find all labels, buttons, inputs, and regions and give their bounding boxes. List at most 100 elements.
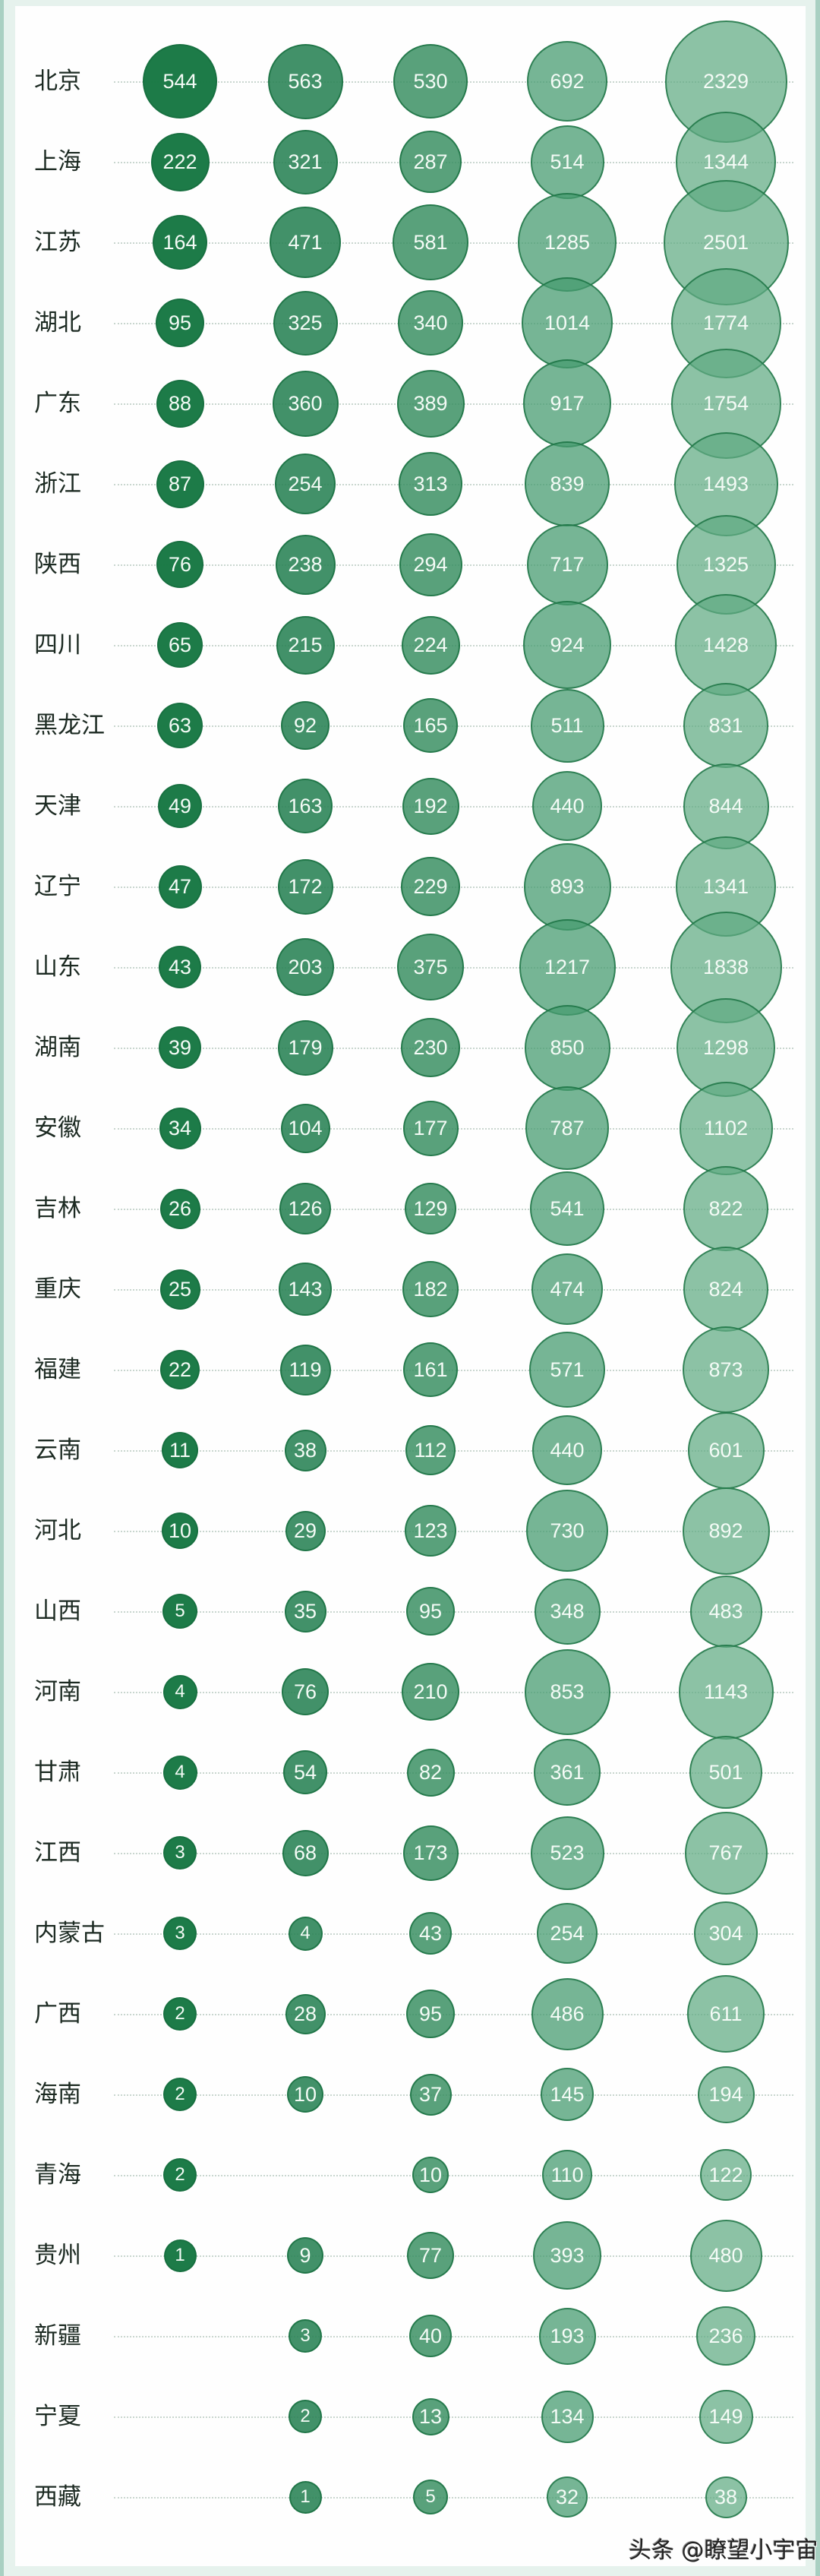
bubble-col-3: 192 xyxy=(402,777,459,835)
bubble-value: 730 xyxy=(550,1519,585,1542)
bubble-col-2: 92 xyxy=(281,701,330,750)
row-label: 山东 xyxy=(34,953,81,981)
bubble-value: 47 xyxy=(168,874,192,898)
bubble-value: 22 xyxy=(168,1358,192,1381)
bubble-value: 222 xyxy=(162,150,197,173)
bubble-value: 360 xyxy=(288,391,323,415)
bubble-col-2: 9 xyxy=(287,2237,323,2274)
bubble-col-5: 38 xyxy=(705,2476,747,2518)
bubble-value: 163 xyxy=(288,794,323,817)
bubble-col-2: 68 xyxy=(282,1829,329,1876)
bubble-col-2: 28 xyxy=(285,1993,326,2034)
bubble-value: 1341 xyxy=(702,874,749,898)
row-label: 陕西 xyxy=(34,551,81,578)
bubble-value: 9 xyxy=(299,2243,311,2267)
bubble-value: 134 xyxy=(550,2404,585,2428)
bubble-col-1: 2 xyxy=(163,2078,197,2111)
bubble-col-1: 2 xyxy=(163,1997,197,2031)
bubble-value: 1344 xyxy=(702,150,749,173)
row-label: 河南 xyxy=(34,1678,81,1705)
bubble-col-3: 313 xyxy=(399,452,462,516)
bubble-value: 10 xyxy=(168,1519,192,1542)
bubble-value: 514 xyxy=(550,150,585,173)
bubble-value: 238 xyxy=(288,552,323,576)
bubble-col-3: 210 xyxy=(402,1663,459,1721)
bubble-value: 2501 xyxy=(702,230,749,254)
bubble-value: 164 xyxy=(162,230,197,254)
bubble-value: 2 xyxy=(300,2406,311,2426)
bubble-value: 76 xyxy=(293,1680,317,1703)
bubble-col-1: 544 xyxy=(143,44,217,119)
bubble-value: 95 xyxy=(418,2002,443,2025)
bubble-col-5: 1298 xyxy=(676,998,775,1097)
bubble-value: 95 xyxy=(418,1599,443,1623)
row-label: 黑龙江 xyxy=(34,712,105,739)
row-label: 四川 xyxy=(34,631,81,659)
bubble-col-5: 767 xyxy=(684,1811,768,1895)
bubble-value: 224 xyxy=(413,633,448,656)
bubble-col-3: 287 xyxy=(399,131,462,193)
bubble-value: 28 xyxy=(293,2002,317,2025)
bubble-col-2: 10 xyxy=(287,2076,323,2113)
bubble-col-5: 501 xyxy=(689,1736,762,1809)
bubble-value: 179 xyxy=(288,1035,323,1059)
bubble-col-2: 29 xyxy=(285,1510,326,1551)
bubble-value: 68 xyxy=(293,1841,317,1864)
bubble-value: 119 xyxy=(289,1358,322,1381)
row-label: 河北 xyxy=(34,1517,81,1544)
bubble-col-3: 37 xyxy=(409,2073,452,2116)
row-label: 上海 xyxy=(34,148,81,175)
bubble-col-3: 230 xyxy=(401,1018,460,1077)
bubble-col-2: 143 xyxy=(279,1263,332,1316)
bubble-value: 1102 xyxy=(703,1116,749,1139)
bubble-col-3: 13 xyxy=(412,2397,449,2435)
bubble-col-2: 325 xyxy=(273,290,338,356)
row-guide-line xyxy=(114,2497,793,2499)
bubble-value: 917 xyxy=(550,391,585,415)
bubble-value: 123 xyxy=(413,1519,448,1542)
row-label: 江西 xyxy=(34,1839,81,1866)
bubble-value: 483 xyxy=(708,1599,743,1623)
bubble-col-5: 824 xyxy=(683,1247,768,1332)
bubble-value: 831 xyxy=(708,713,743,737)
bubble-col-1: 49 xyxy=(158,784,202,828)
bubble-value: 440 xyxy=(550,794,585,817)
bubble-value: 892 xyxy=(708,1519,743,1542)
bubble-value: 254 xyxy=(550,1921,585,1945)
bubble-value: 850 xyxy=(550,1035,585,1059)
row-label: 西藏 xyxy=(34,2483,81,2511)
bubble-col-3: 165 xyxy=(403,698,458,753)
bubble-col-1: 1 xyxy=(163,2239,197,2272)
bubble-col-2: 76 xyxy=(282,1668,329,1715)
bubble-value: 563 xyxy=(288,69,323,93)
bubble-col-1: 88 xyxy=(156,379,204,428)
bubble-value: 173 xyxy=(413,1841,448,1864)
bubble-value: 203 xyxy=(288,955,323,978)
bubble-value: 571 xyxy=(550,1358,585,1381)
bubble-col-3: 95 xyxy=(406,1587,455,1636)
bubble-value: 294 xyxy=(413,552,448,576)
bubble-value: 541 xyxy=(550,1196,585,1220)
row-label: 湖北 xyxy=(34,309,81,337)
bubble-value: 82 xyxy=(418,1760,443,1784)
bubble-value: 172 xyxy=(288,874,323,898)
bubble-col-4: 486 xyxy=(531,1977,604,2050)
bubble-col-2: 104 xyxy=(280,1103,330,1153)
bubble-value: 2 xyxy=(175,2084,185,2104)
bubble-col-4: 850 xyxy=(524,1004,610,1091)
bubble-col-1: 87 xyxy=(156,460,204,508)
bubble-value: 5 xyxy=(175,1601,185,1621)
bubble-col-5: 1428 xyxy=(675,594,777,696)
bubble-col-1: 22 xyxy=(160,1350,200,1389)
frame-right-stripe xyxy=(815,0,820,2576)
bubble-col-2: 563 xyxy=(267,43,343,119)
bubble-value: 145 xyxy=(550,2082,585,2106)
bubble-col-1: 10 xyxy=(162,1512,198,1549)
row-label: 山西 xyxy=(34,1598,81,1625)
bubble-col-4: 787 xyxy=(525,1086,609,1170)
bubble-value: 304 xyxy=(708,1921,743,1945)
bubble-value: 1014 xyxy=(544,311,591,334)
bubble-col-2: 119 xyxy=(279,1344,331,1395)
bubble-col-4: 514 xyxy=(530,125,604,199)
bubble-value: 210 xyxy=(413,1680,448,1703)
